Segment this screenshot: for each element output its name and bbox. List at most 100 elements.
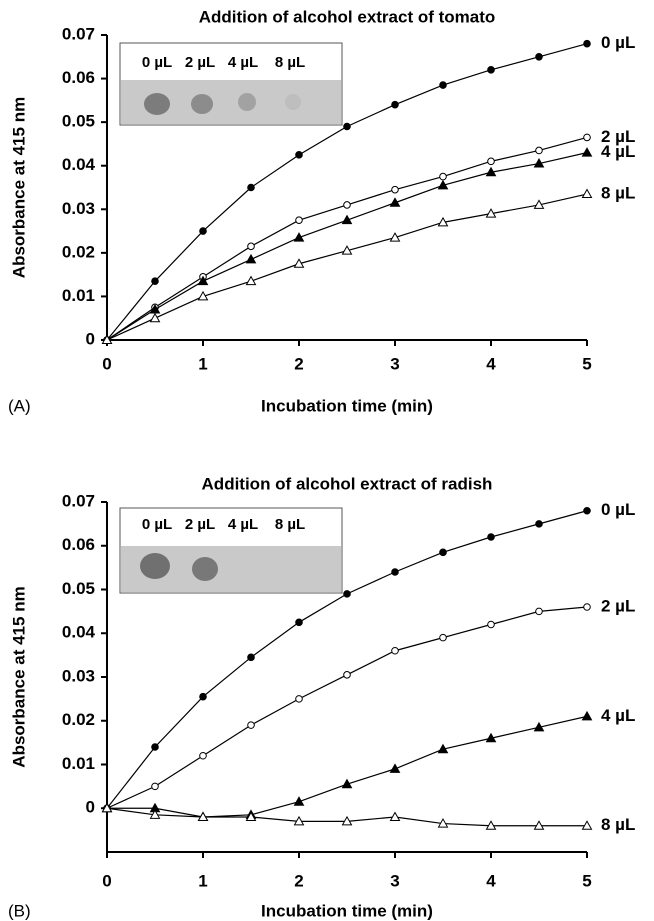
y-tick-label: 0.04 — [62, 623, 96, 642]
inset-b — [119, 507, 343, 594]
series-label: 0 µL — [601, 500, 635, 519]
y-axis-label: Absorbance at 415 nm — [9, 586, 28, 767]
chart-title: Addition of alcohol extract of tomato — [199, 7, 496, 26]
x-axis-label: Incubation time (min) — [261, 901, 433, 920]
point — [391, 646, 399, 655]
y-tick-label: 0.03 — [62, 199, 95, 218]
point — [293, 258, 305, 268]
point — [485, 166, 497, 177]
point — [581, 188, 593, 199]
series-label: 8 µL — [601, 184, 635, 203]
point — [437, 818, 449, 828]
y-axis-label: Absorbance at 415 nm — [9, 97, 28, 278]
y-tick-label: 0.06 — [62, 68, 95, 87]
spot — [191, 94, 213, 114]
point — [485, 208, 497, 218]
x-tick-label: 4 — [486, 354, 496, 373]
x-tick-label: 2 — [294, 354, 303, 373]
point — [487, 66, 495, 74]
inset-label: 0 µL — [142, 516, 172, 533]
point — [149, 809, 161, 819]
inset-label: 8 µL — [275, 516, 305, 533]
point — [199, 751, 207, 760]
x-tick-label: 1 — [198, 871, 207, 890]
point — [247, 721, 255, 729]
point — [295, 695, 303, 703]
point — [149, 312, 161, 323]
point — [389, 197, 401, 207]
point — [535, 520, 543, 528]
y-tick-label: 0.07 — [62, 491, 95, 510]
point — [341, 815, 353, 826]
chart-title: Addition of alcohol extract of radish — [202, 474, 493, 493]
y-tick-label: 0.02 — [62, 710, 95, 729]
point — [343, 590, 351, 598]
point — [535, 146, 543, 155]
point — [485, 732, 497, 743]
x-tick-label: 4 — [486, 871, 496, 890]
point — [341, 778, 353, 789]
x-tick-label: 2 — [294, 871, 303, 890]
point — [439, 633, 447, 642]
series-label: 2 µL — [601, 596, 635, 615]
spot — [144, 93, 170, 115]
point — [199, 692, 207, 701]
point — [151, 277, 159, 285]
point — [293, 815, 305, 826]
y-tick-label: 0.04 — [62, 155, 96, 174]
x-tick-label: 0 — [102, 354, 111, 373]
series-line — [107, 715, 588, 818]
x-axis-label: Incubation time (min) — [261, 396, 433, 415]
spot — [238, 93, 256, 111]
point — [101, 802, 113, 813]
panel-label: (A) — [8, 396, 31, 415]
point — [391, 185, 399, 194]
x-tick-label: 1 — [198, 354, 207, 373]
point — [533, 199, 545, 209]
point — [341, 245, 353, 255]
point — [295, 151, 303, 159]
y-tick-label: 0.05 — [62, 579, 95, 598]
point — [487, 620, 495, 629]
inset-label: 8 µL — [275, 54, 305, 71]
inset-label: 0 µL — [142, 54, 172, 71]
point — [293, 232, 305, 242]
point — [583, 133, 591, 142]
spot — [140, 553, 170, 579]
inset-label: 4 µL — [228, 54, 258, 71]
point — [197, 290, 209, 301]
spot — [285, 94, 301, 110]
point — [389, 232, 401, 242]
point — [437, 179, 449, 190]
series-line — [106, 606, 588, 809]
point — [199, 227, 207, 235]
point — [101, 334, 113, 344]
point — [245, 275, 257, 286]
series-label: 2 µL — [601, 127, 635, 146]
x-tick-label: 3 — [390, 354, 399, 373]
point — [295, 618, 303, 627]
point — [341, 214, 353, 225]
series-label: 4 µL — [601, 706, 635, 725]
y-tick-label: 0.02 — [62, 242, 95, 261]
point — [389, 763, 401, 773]
point — [535, 52, 543, 61]
point — [439, 172, 447, 181]
y-tick-label: 0 — [86, 798, 95, 817]
point — [583, 39, 591, 48]
series-label: 4 µL — [601, 142, 635, 161]
point — [583, 603, 591, 611]
point — [533, 721, 545, 732]
point — [437, 743, 449, 754]
point — [151, 743, 159, 751]
inset-label: 2 µL — [185, 516, 215, 533]
y-tick-label: 0.05 — [62, 112, 95, 131]
point — [151, 782, 159, 791]
point — [437, 216, 449, 227]
x-tick-label: 5 — [582, 871, 591, 890]
point — [389, 811, 401, 821]
y-tick-label: 0.01 — [62, 286, 95, 305]
inset-label: 4 µL — [228, 516, 258, 533]
series-label: 0 µL — [601, 33, 635, 52]
